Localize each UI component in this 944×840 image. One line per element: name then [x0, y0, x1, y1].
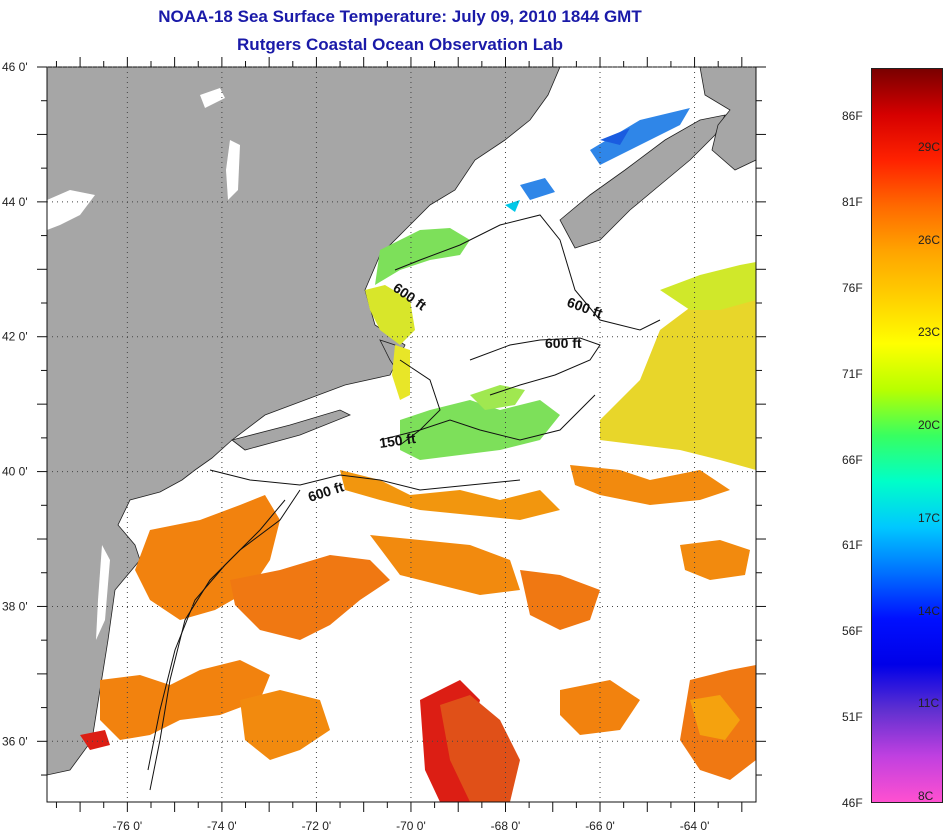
latitude-labels: 46 0' 44 0' 42 0' 40 0' 38 0' 36 0': [2, 60, 28, 748]
colorbar-c-label: 29C: [918, 139, 941, 154]
latitude-label: 44 0': [2, 195, 28, 209]
longitude-label: -74 0': [207, 819, 237, 833]
lake-icon: [96, 545, 110, 640]
lake-icon: [47, 190, 95, 230]
latitude-label: 36 0': [2, 734, 28, 748]
land-nova-scotia: [559, 114, 726, 249]
longitude-label: -68 0': [491, 819, 521, 833]
chart-subtitle: Rutgers Coastal Ocean Observation Lab: [237, 35, 563, 54]
longitude-label: -72 0': [302, 819, 332, 833]
tick-marks: [37, 57, 766, 812]
colorbar-f-label: 76F: [842, 280, 863, 295]
colorbar-f-label: 46F: [842, 796, 863, 810]
latitude-label: 46 0': [2, 60, 28, 74]
colorbar-f-label: 81F: [842, 194, 863, 209]
land-long-island: [231, 409, 351, 451]
lake-icon: [226, 140, 240, 200]
longitude-label: -70 0': [396, 819, 426, 833]
longitude-label: -76 0': [113, 819, 143, 833]
graticule: [47, 66, 756, 802]
latitude-label: 38 0': [2, 599, 28, 613]
contour-label-600ft: 600 ft: [545, 335, 582, 351]
colorbar: [871, 68, 943, 803]
colorbar-gradient: [871, 68, 943, 803]
land-cape-breton: [699, 67, 756, 171]
colorbar-c-label: 14C: [918, 603, 941, 618]
latitude-label: 42 0': [2, 330, 28, 344]
colorbar-c-label: 17C: [918, 510, 941, 525]
colorbar-f-label: 86F: [842, 109, 863, 124]
colorbar-c-label: 23C: [918, 325, 941, 340]
bathymetry-contours: [147, 214, 661, 791]
longitude-labels: -76 0' -74 0' -72 0' -70 0' -68 0' -66 0' -64 …: [113, 819, 710, 833]
colorbar-f-label: 61F: [842, 538, 863, 553]
colorbar-c-label: 11C: [918, 696, 940, 711]
plot-frame: [46, 66, 757, 803]
contour-label-150ft: 150 ft: [378, 430, 417, 451]
colorbar-c-label: 26C: [918, 232, 941, 247]
land-mainland: [47, 67, 561, 776]
colorbar-f-label: 56F: [842, 624, 863, 639]
longitude-label: -66 0': [585, 819, 615, 833]
colorbar-f-label: 51F: [842, 710, 863, 725]
chart-title: NOAA-18 Sea Surface Temperature: July 09…: [158, 7, 642, 26]
colorbar-c-label: 8C: [918, 789, 934, 804]
colorbar-f-label: 66F: [842, 452, 863, 467]
colorbar-f-label: 71F: [842, 366, 863, 381]
colorbar-c-label: 20C: [918, 418, 941, 433]
latitude-label: 40 0': [2, 465, 28, 479]
lake-icon: [200, 88, 225, 108]
longitude-label: -64 0': [680, 819, 710, 833]
